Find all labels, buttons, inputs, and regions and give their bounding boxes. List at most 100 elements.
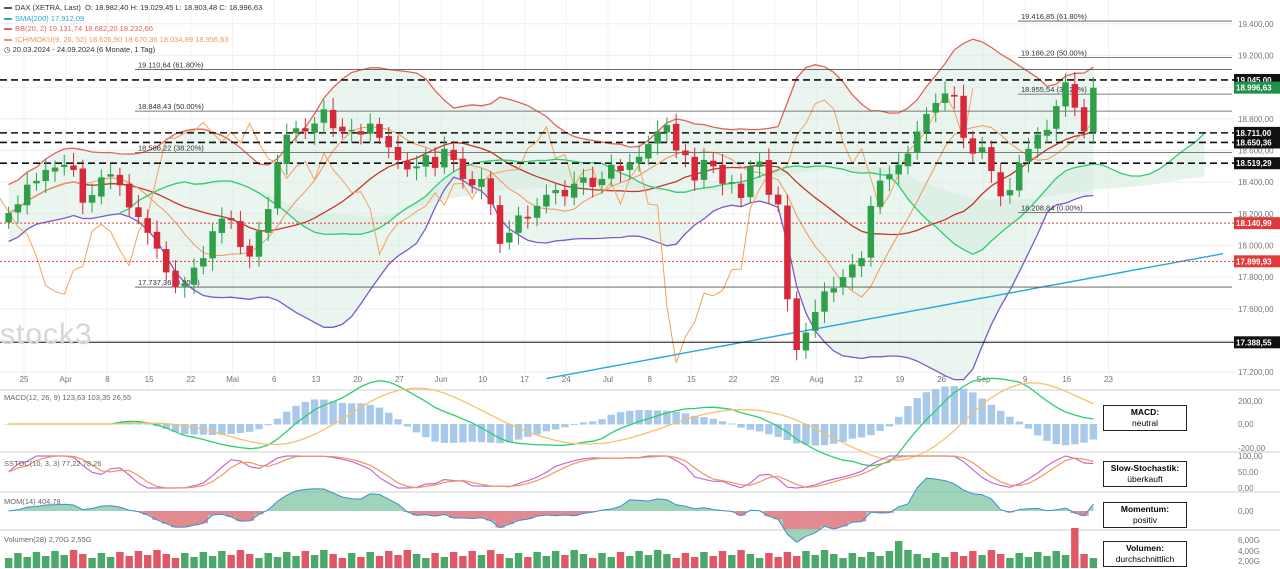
macd-tick: 200,00	[1238, 397, 1263, 406]
candle-body	[385, 136, 392, 148]
macd-histogram-bar	[496, 424, 504, 444]
macd-histogram-bar	[412, 424, 421, 433]
span-a-line	[119, 132, 1206, 255]
candle-body	[543, 194, 550, 207]
candle-body	[200, 258, 207, 267]
volume-bar	[236, 550, 245, 568]
x-tick-label: Mai	[226, 375, 239, 384]
candle-body	[1025, 148, 1032, 162]
legend-title: DAX (XETRA, Last) O: 18.982,40 H: 19.029…	[4, 3, 262, 14]
volume-bar	[959, 556, 968, 568]
fibo-label: 18.955,54 (38.20%)	[1021, 85, 1087, 94]
volume-bar	[1006, 558, 1014, 568]
volume-bar	[181, 553, 189, 568]
volume-bar	[440, 557, 449, 568]
macd-histogram-bar	[227, 424, 235, 435]
x-tick-label: 6	[272, 375, 277, 384]
macd-histogram-bar	[959, 388, 968, 425]
legend-sma: SMA(200) 17.912,09	[4, 14, 262, 25]
candle-body	[552, 190, 559, 194]
volume-bar	[598, 553, 606, 568]
candle-body	[264, 209, 272, 233]
macd-histogram-bar	[857, 424, 866, 438]
candle-body	[533, 205, 541, 218]
macd-histogram-bar	[1080, 424, 1088, 443]
volume-bar	[310, 555, 319, 568]
macd-histogram-bar	[607, 414, 615, 425]
momentum-negative-bar	[513, 511, 524, 521]
macd-histogram-bar	[524, 424, 532, 437]
momentum-negative-bar	[792, 511, 802, 529]
macd-histogram-bar	[533, 424, 541, 435]
sma-200-line	[546, 252, 1224, 380]
candle-body	[172, 270, 179, 287]
volume-bar	[1015, 553, 1023, 568]
macd-histogram-bar	[885, 424, 894, 427]
macd-histogram-bar	[403, 424, 412, 427]
candle-body	[635, 156, 643, 164]
candle-body	[654, 131, 661, 144]
candle-body	[450, 149, 457, 160]
candle-body	[357, 131, 365, 135]
candle-body	[404, 161, 411, 170]
momentum-negative-bar	[245, 511, 255, 521]
macd-histogram-bar	[700, 417, 708, 425]
macd-histogram-bar	[746, 424, 755, 430]
volume-bar	[320, 550, 328, 568]
level-tag	[1234, 255, 1280, 268]
macd-histogram-bar	[830, 424, 838, 444]
volume-bar	[950, 552, 959, 568]
momentum-negative-bar	[198, 511, 208, 524]
volume-bar	[755, 558, 764, 568]
volume-bar	[728, 555, 736, 568]
macd-histogram-bar	[366, 404, 374, 425]
fibo-label: 19.416,85 (61.80%)	[1021, 12, 1087, 21]
macd-histogram-bar	[922, 392, 931, 425]
momentum-negative-bar	[523, 511, 533, 520]
candle-body	[153, 231, 161, 249]
level-tag-label: 18.519,29	[1236, 159, 1272, 168]
volume-bar	[579, 554, 588, 568]
macd-histogram-bar	[1024, 424, 1033, 429]
volume-bar	[774, 557, 782, 568]
mom-label: MOM(14) 404,78	[4, 497, 61, 506]
chikou-line	[0, 88, 974, 363]
volume-bar	[746, 554, 755, 568]
macd-tick: 0,00	[1238, 420, 1254, 429]
candle-body	[163, 249, 170, 273]
macd-histogram-bar	[181, 424, 189, 435]
volume-bar	[403, 550, 412, 568]
macd-signal-line	[8, 382, 1094, 461]
candle-body	[969, 138, 977, 154]
macd-histogram-bar	[644, 410, 653, 425]
momentum-negative-bar	[449, 511, 459, 519]
volume-bar	[32, 552, 41, 568]
macd-histogram-bar	[1043, 424, 1051, 441]
momentum-negative-bar	[495, 511, 505, 528]
macd-histogram-bar	[264, 424, 272, 426]
candle-body	[997, 172, 1004, 197]
candle-body	[1080, 107, 1088, 132]
x-tick-label: 8	[647, 375, 652, 384]
candle-body	[422, 155, 430, 167]
stoch-tick: 0,00	[1238, 484, 1254, 493]
candle-body	[376, 124, 383, 138]
volume-bar	[941, 557, 949, 568]
macd-histogram-bar	[996, 410, 1005, 425]
candle-body	[951, 94, 958, 97]
candle-body	[747, 166, 754, 198]
volume-bar	[1024, 557, 1033, 568]
macd-histogram-bar	[1061, 424, 1070, 446]
kijun-line	[8, 130, 1094, 236]
volume-bar	[802, 551, 810, 568]
candle-body	[849, 264, 856, 278]
candle-body	[663, 125, 671, 133]
volume-bar	[894, 541, 903, 568]
candle-body	[33, 180, 40, 184]
macd-histogram-bar	[653, 410, 662, 425]
volume-bar	[347, 553, 356, 568]
candle-body	[645, 144, 652, 159]
candle-body	[867, 205, 875, 258]
x-tick-label: 22	[186, 375, 195, 384]
